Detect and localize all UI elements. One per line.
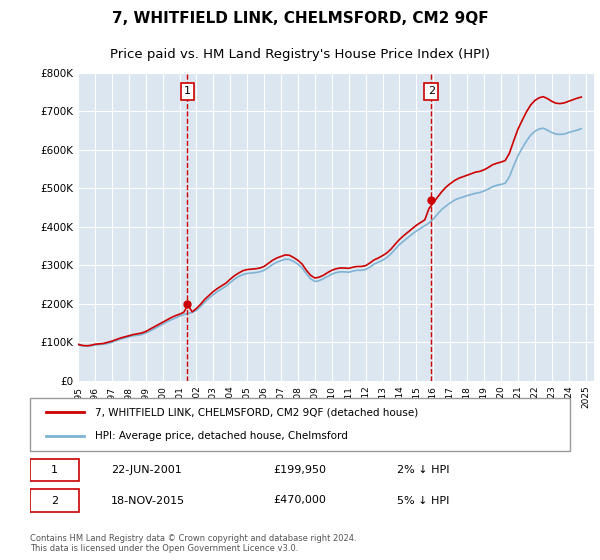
FancyBboxPatch shape (30, 398, 570, 451)
Text: 1: 1 (51, 465, 58, 475)
Text: 22-JUN-2001: 22-JUN-2001 (111, 465, 182, 475)
Text: 7, WHITFIELD LINK, CHELMSFORD, CM2 9QF: 7, WHITFIELD LINK, CHELMSFORD, CM2 9QF (112, 11, 488, 26)
Text: 1: 1 (184, 86, 191, 96)
Text: £470,000: £470,000 (273, 496, 326, 506)
Text: Price paid vs. HM Land Registry's House Price Index (HPI): Price paid vs. HM Land Registry's House … (110, 48, 490, 61)
FancyBboxPatch shape (30, 489, 79, 512)
Text: 5% ↓ HPI: 5% ↓ HPI (397, 496, 449, 506)
Text: 2% ↓ HPI: 2% ↓ HPI (397, 465, 450, 475)
FancyBboxPatch shape (30, 459, 79, 481)
Text: £199,950: £199,950 (273, 465, 326, 475)
Text: 2: 2 (428, 86, 435, 96)
Text: 7, WHITFIELD LINK, CHELMSFORD, CM2 9QF (detached house): 7, WHITFIELD LINK, CHELMSFORD, CM2 9QF (… (95, 408, 418, 418)
Text: Contains HM Land Registry data © Crown copyright and database right 2024.
This d: Contains HM Land Registry data © Crown c… (30, 534, 356, 553)
Text: 2: 2 (51, 496, 58, 506)
Text: HPI: Average price, detached house, Chelmsford: HPI: Average price, detached house, Chel… (95, 431, 347, 441)
Text: 18-NOV-2015: 18-NOV-2015 (111, 496, 185, 506)
